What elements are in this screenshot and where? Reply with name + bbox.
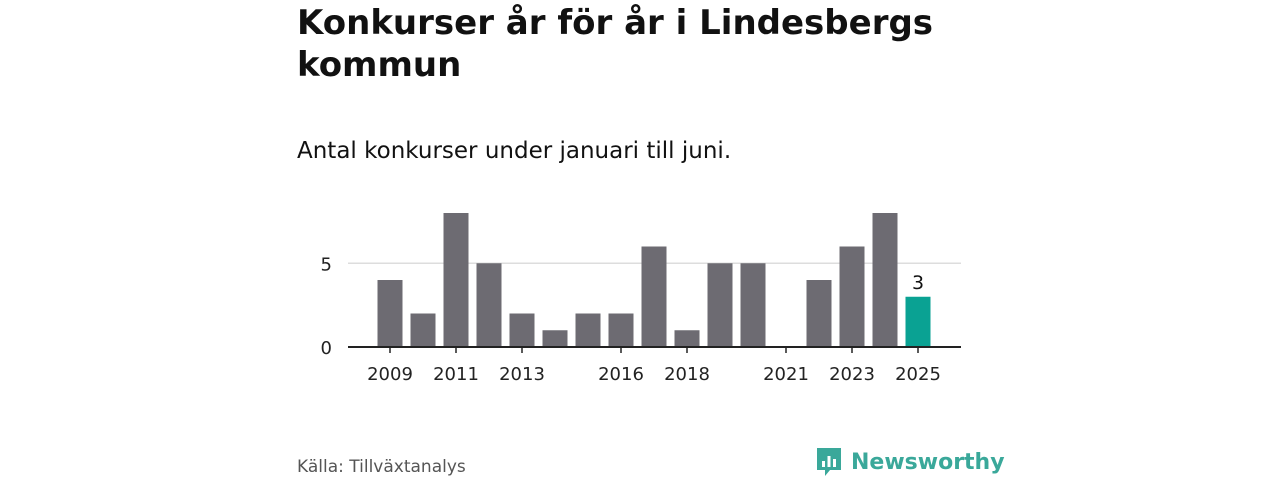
- bar-2025: [905, 296, 931, 347]
- bar-2019: [707, 263, 733, 347]
- bar-2020: [740, 263, 766, 347]
- x-tick-label: 2009: [367, 364, 413, 385]
- bar-2010: [410, 313, 436, 347]
- x-tick-label: 2011: [433, 364, 479, 385]
- bar-2009: [377, 280, 403, 347]
- data-label-2025: 3: [912, 272, 924, 294]
- brand-name: Newsworthy: [851, 449, 1005, 475]
- newsworthy-logo-icon: [817, 448, 841, 476]
- bar-2023: [839, 246, 865, 347]
- x-tick-label: 2023: [829, 364, 875, 385]
- chart-subtitle: Antal konkurser under januari till juni.: [297, 138, 732, 164]
- x-tick-label: 2025: [895, 364, 941, 385]
- bar-2018: [674, 330, 700, 347]
- source-note: Källa: Tillväxtanalys: [297, 457, 466, 477]
- y-tick-label: 0: [321, 338, 332, 359]
- y-tick-label: 5: [321, 254, 332, 275]
- chart-title: Konkurser år för år i Lindesbergs kommun: [297, 3, 934, 85]
- x-tick-label: 2016: [598, 364, 644, 385]
- bar-2014: [542, 330, 568, 347]
- bar-2017: [641, 246, 667, 347]
- bar-2024: [872, 213, 898, 347]
- bar-2013: [509, 313, 535, 347]
- bar-2022: [806, 280, 832, 347]
- bar-2011: [443, 213, 469, 347]
- x-tick-label: 2018: [664, 364, 710, 385]
- x-tick-label: 2021: [763, 364, 809, 385]
- newsworthy-brand[interactable]: Newsworthy: [815, 446, 1005, 478]
- bar-2015: [575, 313, 601, 347]
- bar-2016: [608, 313, 634, 347]
- x-tick-label: 2013: [499, 364, 545, 385]
- bar-2012: [476, 263, 502, 347]
